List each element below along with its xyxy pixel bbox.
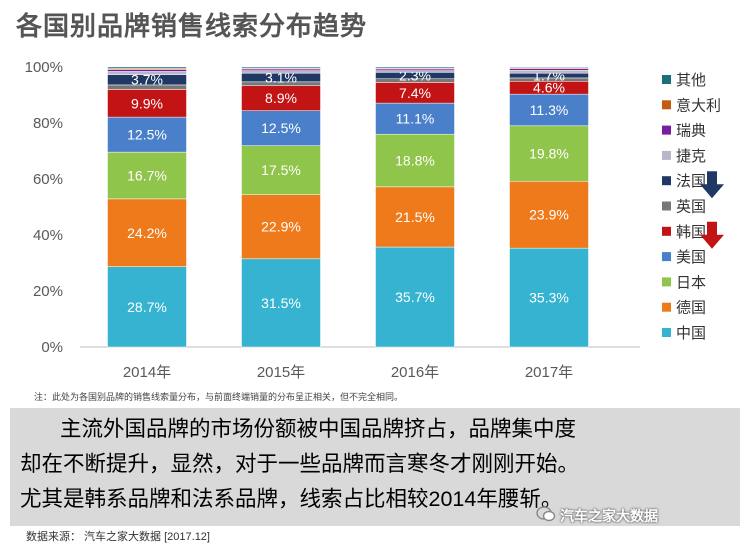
summary-box: 主流外国品牌的市场份额被中国品牌挤占，品牌集中度 却在不断提升，显然，对于一些品… [10,408,740,526]
data-label: 8.9% [265,90,297,106]
legend-label: 中国 [676,325,706,342]
bar-segment-中国 [241,258,321,348]
data-label: 11.1% [396,111,435,127]
bar-segment-其他 [107,66,187,69]
data-label: 18.8% [395,153,435,169]
bar-segment-其他 [241,66,321,69]
chart-note: 注：此处为各国别品牌的销售线索量分布，与前面终端销量的分布呈正相关，但不完全相同… [34,392,404,402]
y-tick-label: 40% [33,227,63,244]
legend-swatch [662,100,671,110]
bar-segment-美国 [107,116,187,153]
bar-segment-其他 [509,66,589,69]
bar-segment-韩国 [107,89,187,118]
y-tick-label: 20% [33,283,63,300]
bar-segment-瑞典 [375,68,455,71]
down-arrow-icon [700,221,724,249]
legend-swatch [662,176,671,186]
legend-label: 韩国 [676,224,706,241]
bar-segment-日本 [375,133,455,188]
x-tick-label: 2014年 [123,364,171,381]
legend-label: 美国 [676,249,706,266]
bar-segment-捷克 [375,70,455,73]
data-label: 17.5% [261,162,301,178]
bar-segment-韩国 [241,85,321,111]
chart-title: 各国别品牌销售线索分布趋势 [16,11,368,41]
data-label: 19.8% [529,146,569,162]
legend-swatch [662,252,671,262]
bar-segment-日本 [509,125,589,182]
x-tick-label: 2017年 [525,364,573,381]
legend-swatch [662,201,671,211]
data-label: 16.7% [127,168,167,184]
data-label: 12.5% [127,127,167,143]
legend-label: 瑞典 [676,123,706,140]
legend-swatch [662,328,671,337]
legend-label: 德国 [676,299,706,317]
bar-segment-德国 [375,186,455,248]
bar-segment-瑞典 [107,69,187,72]
data-label: 4.6% [533,80,565,96]
bar-segment-捷克 [107,71,187,75]
data-label: 24.2% [127,225,167,241]
data-label: 22.9% [261,219,301,235]
data-label: 35.7% [395,289,435,305]
summary-line: 却在不断提升，显然，对于一些品牌而言寒冬才刚刚开始。 [20,452,580,476]
trend-arrows [700,171,724,249]
data-label: 9.9% [131,95,163,111]
bar-segment-中国 [107,266,187,348]
data-label: 23.9% [529,207,569,223]
bar-segment-瑞典 [509,68,589,71]
watermark: 汽车之家大数据 [560,508,658,524]
legend-label: 日本 [676,274,706,291]
y-tick-label: 60% [33,171,63,188]
down-arrow-icon [700,171,724,199]
bar-segment-中国 [509,247,589,348]
summary-line: 尤其是韩系品牌和法系品牌，线索占比相较2014年腰斩。 [20,487,563,511]
stacked-bar-chart: 0% 20% 40% 60% 80% 100% 28.7% 24.2% 16.7% 12.5% 9… [25,59,724,381]
bar-segment-捷克 [241,70,321,74]
data-label: 28.7% [127,299,167,315]
data-label: 11.3% [530,102,569,118]
legend-swatch [662,277,671,287]
x-axis: 2014年 2015年 2016年 2017年 [123,364,573,381]
bar-segment-日本 [107,151,187,200]
data-label: 35.3% [529,290,569,306]
data-label: 12.5% [261,120,301,136]
y-tick-label: 100% [25,59,63,76]
bar-segment-德国 [107,198,187,267]
y-tick-label: 0% [41,339,63,356]
x-tick-label: 2016年 [391,364,439,381]
data-label: 3.1% [265,70,297,86]
summary-line: 主流外国品牌的市场份额被中国品牌挤占，品牌集中度 [60,417,577,441]
legend-label: 意大利 [676,96,721,114]
legend-swatch [662,150,671,160]
bar-segment-美国 [241,110,321,146]
legend-label: 捷克 [676,148,706,165]
bar-segment-德国 [509,180,589,249]
data-label: 7.4% [399,85,431,101]
legend-swatch [662,125,671,135]
data-label: 3.7% [131,72,163,88]
bar-segment-其他 [375,66,455,69]
legend-label: 其他 [676,72,706,89]
wechat-icon [536,506,556,522]
bar-segment-美国 [509,93,589,127]
bar-segment-日本 [241,145,321,195]
bars: 28.7% 24.2% 16.7% 12.5% 9.9% 3.7% 31.5% 22.9% 17… [107,66,589,348]
legend-swatch [662,226,671,236]
x-tick-label: 2015年 [257,364,305,381]
legend-swatch [662,75,671,84]
data-label: 31.5% [261,295,301,311]
legend-swatch [662,302,671,312]
y-tick-label: 80% [33,115,63,132]
data-label: 21.5% [395,209,435,225]
data-source: 数据来源： 汽车之家大数据 [2017.12] [26,531,210,543]
legend-label: 法国 [676,173,706,190]
bar-segment-瑞典 [241,68,321,71]
bar-segment-捷克 [509,70,589,74]
legend-label: 英国 [676,198,706,216]
